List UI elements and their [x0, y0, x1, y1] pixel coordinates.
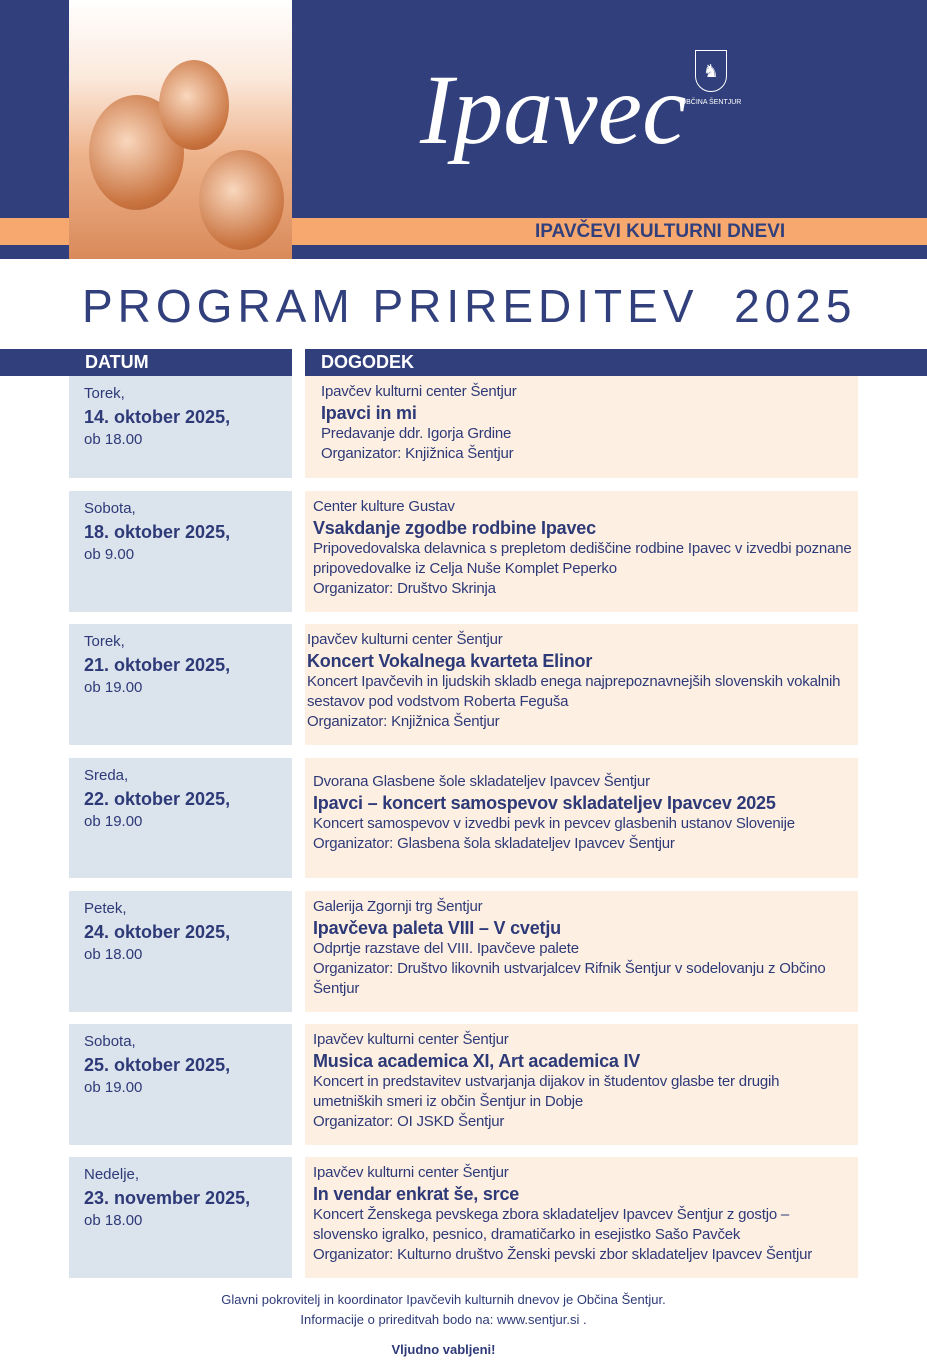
event-date-cell: Torek, 14. oktober 2025, ob 18.00 — [69, 376, 292, 478]
event-title: In vendar enkrat še, srce — [313, 1184, 520, 1204]
event-date: 14. oktober 2025, — [84, 407, 231, 427]
event-title: Ipavčeva paleta VIII – V cvetju — [313, 918, 561, 938]
event-time: ob 18.00 — [84, 1212, 143, 1229]
event-detail-cell: Dvorana Glasbene šole skladateljev Ipavc… — [305, 758, 858, 878]
ipavec-portrait-image — [69, 0, 292, 259]
footer-info: Informacije o prireditvah bodo na: www.s… — [300, 1312, 587, 1327]
event-detail-cell: Ipavčev kulturni center Šentjur Ipavci in… — [305, 376, 858, 478]
event-day: Sobota, — [84, 1033, 136, 1050]
event-venue: Galerija Zgornji trg Šentjur — [313, 898, 483, 915]
event-organizer: Organizator: OI JSKD Šentjur — [313, 1113, 505, 1130]
event-title: Ipavci in mi — [321, 403, 417, 423]
event-organizer: Organizator: Društvo Skrinja — [313, 580, 496, 597]
event-description: Koncert samospevov v izvedbi pevk in pev… — [313, 815, 795, 832]
event-date-cell: Sobota, 18. oktober 2025, ob 9.00 — [69, 491, 292, 612]
event-date: 24. oktober 2025, — [84, 922, 231, 942]
event-date: 18. oktober 2025, — [84, 522, 231, 542]
event-detail-cell: Ipavčev kulturni center Šentjur Musica ac… — [305, 1024, 858, 1145]
event-title: Vsakdanje zgodbe rodbine Ipavec — [313, 518, 596, 538]
crest-icon: ♞ — [695, 50, 727, 92]
event-time: ob 9.00 — [84, 546, 135, 563]
crest-label: OBČINA ŠENTJUR — [680, 99, 742, 106]
event-venue: Ipavčev kulturni center Šentjur — [307, 631, 503, 648]
column-header-date: DATUM — [0, 349, 292, 376]
event-detail-cell: Ipavčev kulturni center Šentjur Koncert V… — [305, 624, 858, 745]
event-organizer: Organizator: Knjižnica Šentjur — [321, 445, 514, 462]
event-venue: Ipavčev kulturni center Šentjur — [313, 1031, 509, 1048]
event-date-cell: Sreda, 22. oktober 2025, ob 19.00 — [69, 758, 292, 878]
event-date-cell: Sobota, 25. oktober 2025, ob 19.00 — [69, 1024, 292, 1145]
event-description: Pripovedovalska delavnica s prepletom de… — [313, 540, 852, 577]
event-organizer: Organizator: Kulturno društvo Ženski pev… — [313, 1246, 813, 1263]
column-header-event: DOGODEK — [305, 349, 927, 376]
event-title: Musica academica XI, Art academica IV — [313, 1051, 641, 1071]
event-time: ob 19.00 — [84, 679, 143, 696]
event-date-cell: Petek, 24. oktober 2025, ob 18.00 — [69, 891, 292, 1012]
event-title: Ipavci – koncert samospevov skladateljev… — [313, 793, 776, 813]
event-title: Koncert Vokalnega kvarteta Elinor — [307, 651, 593, 671]
event-detail-cell: Galerija Zgornji trg Šentjur Ipavčeva pal… — [305, 891, 858, 1012]
event-detail-cell: Ipavčev kulturni center Šentjur In vendar… — [305, 1157, 858, 1278]
event-day: Petek, — [84, 900, 127, 917]
event-organizer: Organizator: Knjižnica Šentjur — [307, 713, 500, 730]
event-time: ob 19.00 — [84, 813, 143, 830]
event-time: ob 18.00 — [84, 946, 143, 963]
event-date: 25. oktober 2025, — [84, 1055, 231, 1075]
footer-invite: Vljudno vabljeni! — [391, 1342, 496, 1357]
event-organizer: Organizator: Društvo likovnih ustvarjalc… — [313, 960, 826, 997]
event-description: Koncert in predstavitev ustvarjanja dija… — [313, 1073, 780, 1110]
festival-subtitle: IPAVČEVI KULTURNI DNEVI — [535, 221, 786, 242]
event-time: ob 18.00 — [84, 431, 143, 448]
event-date: 22. oktober 2025, — [84, 789, 231, 809]
event-description: Koncert Ipavčevih in ljudskih skladb ene… — [307, 673, 841, 710]
event-venue: Ipavčev kulturni center Šentjur — [313, 1164, 509, 1181]
event-date: 23. november 2025, — [84, 1188, 251, 1208]
event-organizer: Organizator: Glasbena šola skladateljev … — [313, 835, 675, 852]
event-description: Predavanje ddr. Igorja Grdine — [321, 425, 512, 442]
event-venue: Dvorana Glasbene šole skladateljev Ipavc… — [313, 773, 650, 790]
ipavec-script-logo: Ipavec — [420, 54, 687, 165]
event-venue: Ipavčev kulturni center Šentjur — [321, 383, 517, 400]
event-day: Sreda, — [84, 767, 129, 784]
event-date: 21. oktober 2025, — [84, 655, 231, 675]
event-date-cell: Nedelje, 23. november 2025, ob 18.00 — [69, 1157, 292, 1278]
event-day: Torek, — [84, 633, 125, 650]
event-venue: Center kulture Gustav — [313, 498, 455, 515]
event-day: Sobota, — [84, 500, 136, 517]
footer-sponsor: Glavni pokrovitelj in koordinator Ipavče… — [221, 1292, 666, 1307]
event-description: Odprtje razstave del VIII. Ipavčeve pale… — [313, 940, 579, 957]
event-time: ob 19.00 — [84, 1079, 143, 1096]
event-day: Nedelje, — [84, 1166, 140, 1183]
event-detail-cell: Center kulture Gustav Vsakdanje zgodbe ro… — [305, 491, 858, 612]
page-title: PROGRAM PRIREDITEV 2025 — [82, 280, 857, 332]
event-description: Koncert Ženskega pevskega zbora skladate… — [313, 1206, 790, 1243]
event-day: Torek, — [84, 385, 125, 402]
event-date-cell: Torek, 21. oktober 2025, ob 19.00 — [69, 624, 292, 745]
